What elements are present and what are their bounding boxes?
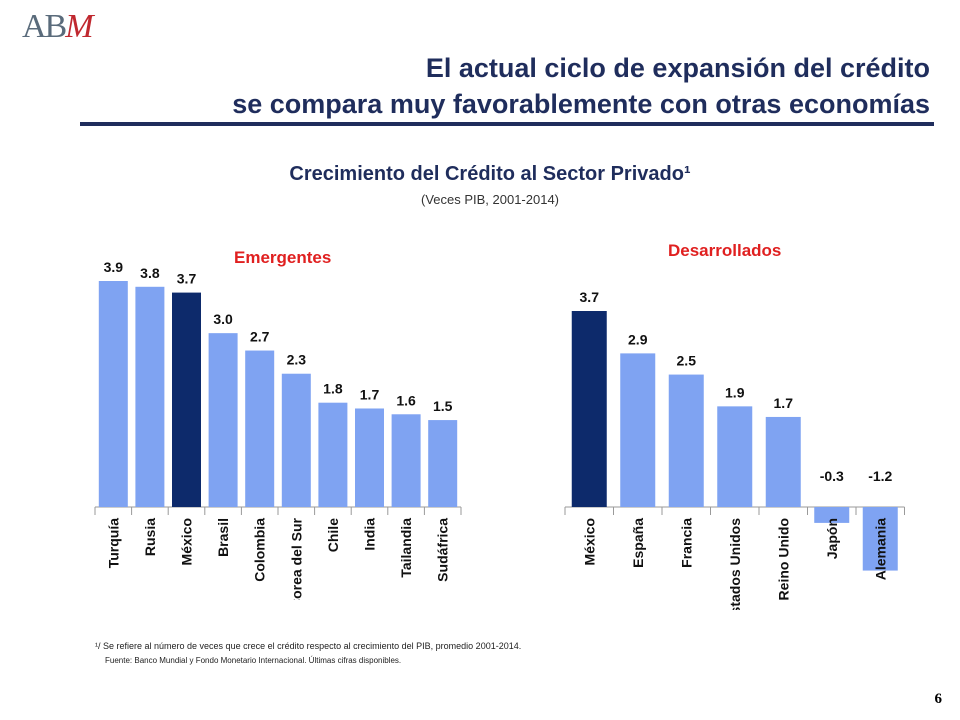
bar-mexico [172,292,201,507]
abm-logo: ABM [22,8,94,46]
title-underline [80,122,934,126]
bar-japon [814,507,850,523]
category-label-reino-unido: Reino Unido [775,518,791,600]
footnote: ¹/ Se refiere al número de veces que cre… [95,641,522,651]
bar-estados-unidos [717,406,753,507]
value-label-rusia: 3.8 [140,265,160,281]
value-label-sudafrica: 1.5 [433,398,453,414]
chart-subtitle: (Veces PIB, 2001-2014) [420,192,560,207]
bar-alemania [862,507,898,571]
bar-tailandia [391,414,421,507]
value-label-colombia: 2.7 [250,329,270,345]
value-label-brasil: 3.0 [213,311,233,327]
slide-title-line-1: El actual ciclo de expansión del crédito [425,53,930,83]
value-label-india: 1.7 [360,386,380,402]
bar-brasil [208,333,238,507]
category-label-japon: Japón [824,518,840,559]
desarrollados-title: Desarrollados [668,241,782,260]
bar-corea-del-sur [281,373,311,507]
value-label-turquia: 3.9 [104,259,124,275]
category-label-sudafrica: Sudáfrica [435,518,451,582]
desarrollados-bar-chart: 3.7 México 2.9 España 2.5 Francia 1.9 Estados U… [564,289,905,610]
bar-reino-unido [765,416,801,507]
slide-title: El actual ciclo de expansión del crédito… [232,50,930,122]
category-label-espana: España [630,518,646,568]
bar-sudafrica [428,420,458,507]
value-label-corea-del-sur: 2.3 [287,352,307,368]
category-label-india: India [362,518,378,551]
value-label-estados-unidos: 1.9 [725,384,745,400]
category-label-mexico: México [179,518,195,565]
slide-title-line-2: se compara muy favorablemente con otras … [232,89,930,119]
bar-espana [620,353,656,507]
emergentes-bar-chart: 3.9 Turquía 3.8 Rusia 3.7 México 3.0 Brasil 2.7 C… [94,259,462,600]
value-label-espana: 2.9 [628,331,648,347]
value-label-chile: 1.8 [323,381,343,397]
category-label-colombia: Colombia [252,518,268,582]
category-label-chile: Chile [325,518,341,552]
value-label-reino-unido: 1.7 [774,395,794,411]
bar-chile [318,402,348,507]
bar-francia [668,374,704,507]
category-label-tailandia: Tailandia [398,518,414,578]
category-label-francia: Francia [678,518,694,568]
bar-india [355,408,384,507]
bar-rusia [135,286,165,507]
emergentes-title: Emergentes [234,248,332,267]
value-label-tailandia: 1.6 [396,392,416,408]
category-label-mexico: México [581,518,597,565]
bar-mexico [571,311,607,507]
value-label-mexico: 3.7 [580,289,600,305]
bar-turquia [98,281,128,507]
category-label-rusia: Rusia [142,518,158,556]
category-label-estados-unidos: Estados Unidos [727,518,743,610]
logo-text-m: M [65,8,93,45]
chart-title: Crecimiento del Crédito al Sector Privad… [289,163,691,185]
logo-text-ab: AB [22,8,67,45]
category-label-corea-del-sur: Corea del Sur [288,517,304,600]
value-label-alemania: -1.2 [868,468,892,484]
category-label-alemania: Alemania [872,518,888,580]
category-label-turquia: Turquía [105,518,121,569]
value-label-mexico: 3.7 [177,271,197,287]
page-number: 6 [934,691,943,707]
category-label-brasil: Brasil [215,518,231,557]
value-label-japon: -0.3 [820,468,844,484]
bar-colombia [245,350,275,507]
value-label-francia: 2.5 [677,353,697,369]
source-note: Fuente: Banco Mundial y Fondo Monetario … [105,656,402,665]
